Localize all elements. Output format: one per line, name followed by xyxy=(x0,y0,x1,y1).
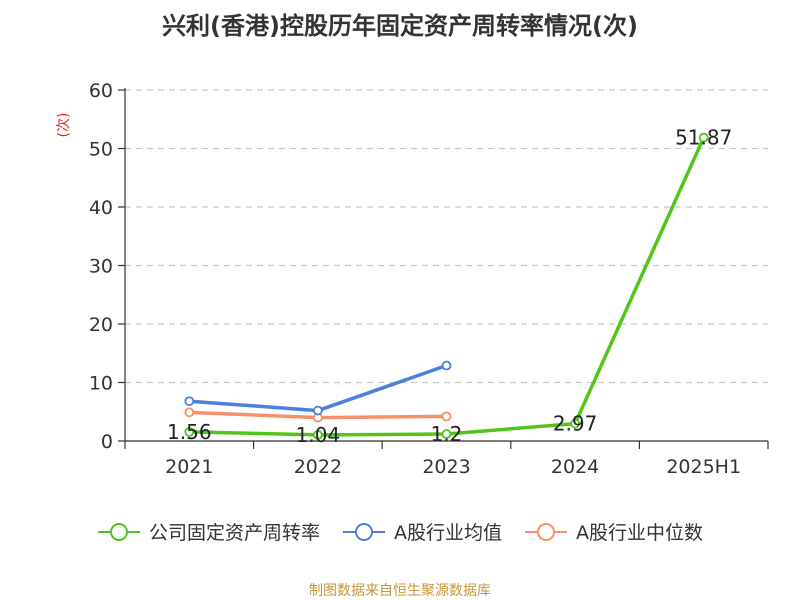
series-1-point xyxy=(184,396,195,407)
y-axis-label: (次) xyxy=(56,113,72,138)
series-0-point xyxy=(184,426,195,437)
legend-label: 公司固定资产周转率 xyxy=(148,522,320,544)
chart-title: 兴利(香港)控股历年固定资产周转率情况(次) xyxy=(162,12,638,40)
legend-circle xyxy=(109,522,128,541)
legend-label: A股行业中位数 xyxy=(576,522,703,544)
legend: 公司固定资产周转率 A股行业均值 A股行业中位数 xyxy=(0,518,800,545)
series-0-point xyxy=(698,132,709,143)
y-tick-label: 10 xyxy=(89,373,113,395)
legend-marker-icon xyxy=(97,522,140,541)
x-tick-label: 2022 xyxy=(294,456,342,478)
legend-marker-icon xyxy=(525,522,567,541)
x-tick-label: 2021 xyxy=(165,456,213,478)
data-label: 1.2 xyxy=(431,422,463,446)
y-tick-label: 30 xyxy=(89,256,113,278)
series-1-point xyxy=(312,405,323,416)
data-label: 1.56 xyxy=(167,420,212,444)
y-tick-label: 0 xyxy=(101,431,113,453)
legend-label: A股行业均值 xyxy=(394,522,502,544)
legend-circle xyxy=(355,522,373,541)
series-0-point xyxy=(570,418,580,429)
data-label: 2.97 xyxy=(553,412,598,436)
series-2-point xyxy=(441,411,452,422)
legend-circle xyxy=(537,522,555,541)
legend-marker-icon xyxy=(343,522,385,541)
series-0-point xyxy=(441,429,452,439)
x-tick-label: 2023 xyxy=(422,456,470,478)
y-tick-label: 40 xyxy=(89,197,113,219)
series-line-0 xyxy=(187,135,706,437)
y-tick-label: 60 xyxy=(89,80,113,102)
legend-item[interactable]: A股行业中位数 xyxy=(524,518,703,545)
series-2-point xyxy=(184,407,195,418)
y-tick-label: 20 xyxy=(89,314,113,336)
data-label: 1.04 xyxy=(296,423,341,447)
series-0-point xyxy=(312,430,323,440)
y-tick-label: 50 xyxy=(89,139,113,161)
x-tick-label: 2025H1 xyxy=(666,456,741,478)
series-line-1 xyxy=(187,363,449,413)
data-label: 51.87 xyxy=(675,126,732,150)
data-source-note: 制图数据来自恒生聚源数据库 xyxy=(309,583,491,599)
series-1-point xyxy=(441,360,452,371)
legend-item[interactable]: A股行业均值 xyxy=(342,518,502,545)
x-tick-label: 2024 xyxy=(551,456,599,478)
legend-item[interactable]: 公司固定资产周转率 xyxy=(97,518,320,545)
